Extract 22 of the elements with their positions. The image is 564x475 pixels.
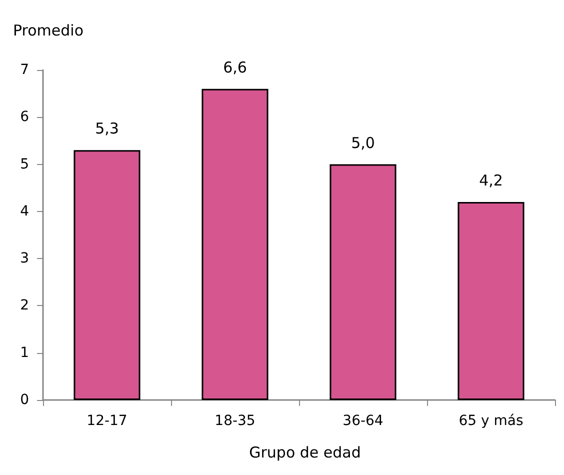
- bar: [330, 164, 396, 400]
- x-axis-title: Grupo de edad: [249, 444, 361, 462]
- y-tick-label: 5: [20, 156, 29, 172]
- y-tick-label: 2: [20, 298, 29, 314]
- x-tick-label: 65 y más: [458, 413, 524, 429]
- y-tick-label: 0: [20, 392, 29, 408]
- x-tick-label: 18-35: [214, 413, 256, 429]
- bar: [202, 88, 268, 400]
- y-tick-label: 6: [20, 109, 30, 126]
- data-label: 6,6: [223, 58, 247, 76]
- data-label: 5,3: [95, 120, 119, 138]
- bar: [74, 150, 140, 400]
- y-tick-label: 1: [20, 344, 29, 361]
- y-tick-label: 3: [20, 250, 29, 267]
- y-tick-label: 4: [20, 203, 30, 220]
- data-label: 4,2: [479, 172, 503, 190]
- x-tick-label: 36-64: [342, 413, 384, 429]
- y-axis-title: Promedio: [13, 22, 84, 40]
- y-tick-label: 7: [20, 62, 29, 78]
- x-tick-label: 12-17: [86, 413, 128, 429]
- bar: [458, 202, 524, 400]
- data-label: 5,0: [351, 134, 375, 152]
